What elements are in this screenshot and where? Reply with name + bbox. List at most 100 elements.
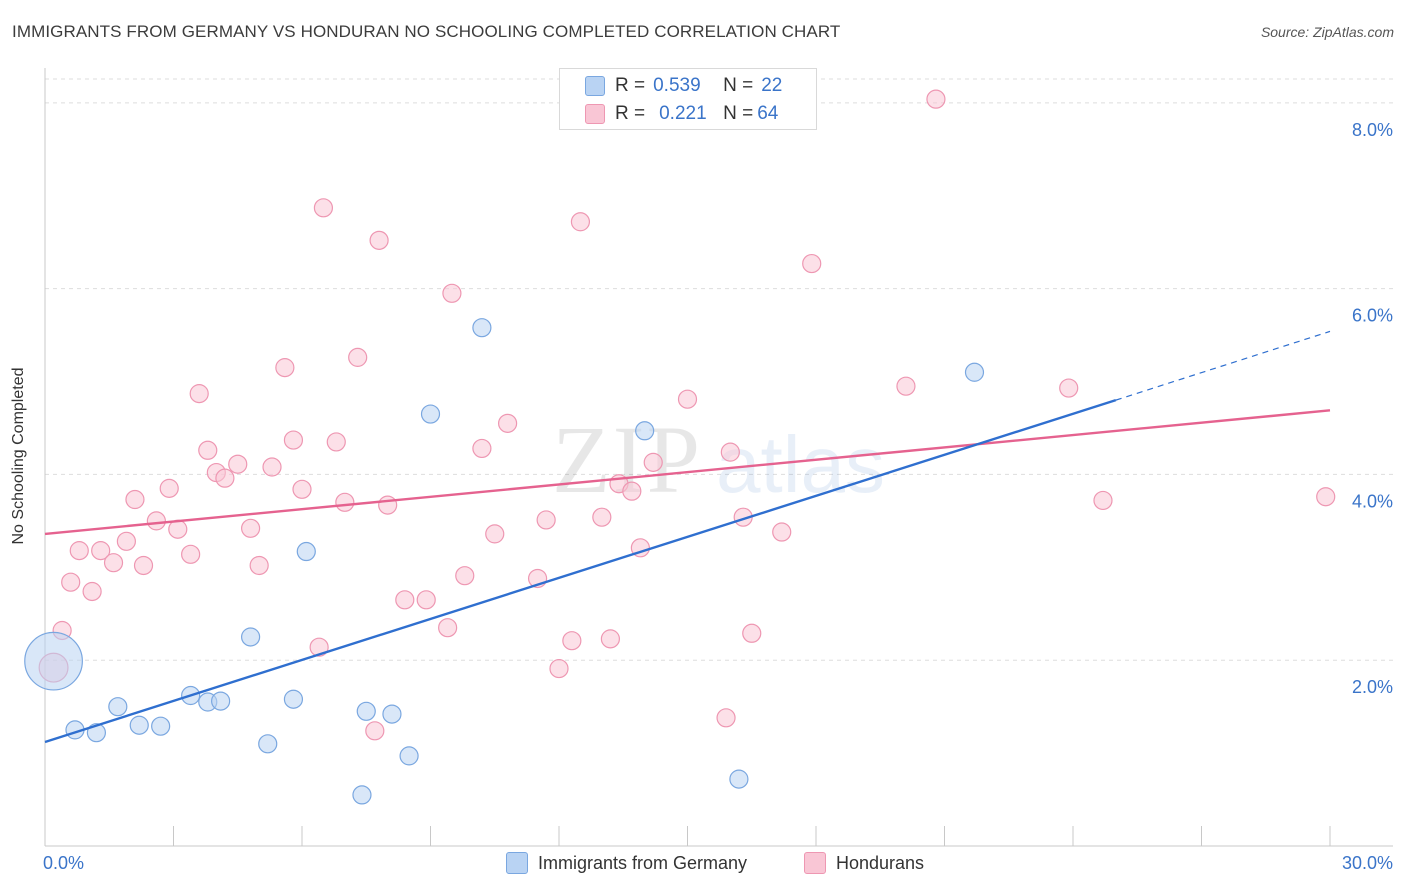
honduran-point <box>103 553 124 573</box>
honduran-point <box>1093 490 1113 511</box>
legend-n-label: N = <box>723 75 754 96</box>
honduran-point <box>369 230 389 250</box>
honduran-point <box>275 358 295 378</box>
honduran-point <box>309 637 329 657</box>
tick-labels: 2.0% 4.0% 6.0% 8.0% 0.0% 30.0% <box>43 120 1393 873</box>
honduran-point <box>378 495 398 515</box>
honduran-point <box>416 590 436 610</box>
honduran-swatch <box>585 104 605 124</box>
honduran-point <box>215 468 235 488</box>
germany-trend-extension <box>1115 330 1331 401</box>
axes <box>44 68 1393 847</box>
grid-lines <box>45 78 1393 661</box>
honduran-point <box>335 492 355 512</box>
correlation-legend: R = 0.539 N = 22 R = 0.221 N = 64 <box>559 68 817 130</box>
germany-point <box>24 631 83 691</box>
legend-row-hondurans: R = 0.221 N = 64 <box>585 101 779 127</box>
germany-point <box>151 716 171 736</box>
honduran-point <box>442 283 462 303</box>
x-tick-label: 0.0% <box>43 853 84 873</box>
chart-title: IMMIGRANTS FROM GERMANY VS HONDURAN NO S… <box>12 22 841 41</box>
germany-point <box>420 404 441 424</box>
watermark-atlas: atlas <box>716 420 885 509</box>
legend-row-germany: R = 0.539 N = 22 <box>585 73 783 99</box>
germany-point <box>211 691 231 711</box>
honduran-legend-swatch <box>804 852 826 874</box>
legend-r-label: R = <box>615 75 646 96</box>
honduran-point <box>395 590 415 610</box>
honduran-point <box>896 376 916 396</box>
honduran-point <box>1059 378 1079 398</box>
germany-point <box>356 701 376 721</box>
honduran-point <box>570 212 591 232</box>
germany-point <box>241 627 261 647</box>
honduran-point <box>228 454 248 474</box>
honduran-point <box>472 438 492 459</box>
legend-n-value: 64 <box>757 103 779 124</box>
honduran-point <box>562 631 582 651</box>
honduran-point <box>742 623 762 643</box>
legend-item-hondurans[interactable]: Hondurans <box>804 852 924 874</box>
germany-point <box>472 318 492 338</box>
honduran-point <box>498 413 518 433</box>
y-tick-label: 8.0% <box>1352 120 1393 140</box>
honduran-point <box>485 524 505 544</box>
series-legend: Immigrants from Germany Hondurans <box>0 852 1406 878</box>
legend-item-germany[interactable]: Immigrants from Germany <box>506 852 747 874</box>
honduran-point <box>181 544 201 564</box>
honduran-point <box>168 519 188 539</box>
honduran-point <box>61 572 81 592</box>
honduran-point <box>365 721 385 741</box>
honduran-point <box>438 618 458 638</box>
honduran-point <box>536 510 556 530</box>
germany-legend-swatch <box>506 852 528 874</box>
source-label: Source: ZipAtlas.com <box>1260 24 1394 40</box>
germany-swatch <box>585 76 605 96</box>
honduran-point <box>159 478 179 498</box>
honduran-point <box>82 581 102 602</box>
legend-label-hondurans: Hondurans <box>836 852 925 873</box>
legend-n-label: N = <box>723 103 754 124</box>
germany-point <box>964 362 985 382</box>
y-tick-label: 2.0% <box>1352 677 1393 697</box>
watermark: ZIP atlas <box>552 406 885 513</box>
honduran-point <box>91 541 111 561</box>
trend-lines <box>44 330 1331 744</box>
honduran-point <box>348 347 368 367</box>
legend-n-value: 22 <box>761 75 783 96</box>
honduran-point <box>802 253 822 274</box>
germany-point <box>399 746 419 766</box>
honduran-point <box>600 629 621 649</box>
legend-r-label: R = <box>615 103 646 124</box>
germany-point <box>283 689 304 709</box>
legend-label-germany: Immigrants from Germany <box>538 852 748 873</box>
honduran-point <box>622 481 642 501</box>
honduran-point <box>677 389 698 409</box>
x-tick-label: 30.0% <box>1342 853 1393 873</box>
legend-r-value: 0.221 <box>659 103 707 124</box>
honduran-point <box>326 432 346 452</box>
honduran-point <box>926 89 946 109</box>
honduran-point <box>313 198 334 218</box>
y-tick-label: 6.0% <box>1352 306 1393 326</box>
honduran-point <box>1316 487 1336 507</box>
germany-point <box>729 769 749 789</box>
legend-r-value: 0.539 <box>653 75 701 96</box>
honduran-point <box>69 541 89 561</box>
honduran-point <box>249 555 269 576</box>
honduran-point <box>262 457 282 477</box>
honduran-point <box>292 479 312 499</box>
germany-point <box>129 715 149 735</box>
honduran-point <box>116 531 136 551</box>
y-axis-label: No Schooling Completed <box>10 367 27 545</box>
honduran-point <box>146 511 166 531</box>
y-tick-label: 4.0% <box>1352 491 1393 511</box>
germany-point <box>352 785 372 805</box>
germany-point <box>382 704 402 724</box>
honduran-point <box>133 555 154 576</box>
honduran-point <box>592 507 612 527</box>
honduran-point <box>716 708 736 728</box>
honduran-point <box>125 489 145 510</box>
honduran-points <box>38 89 1336 741</box>
